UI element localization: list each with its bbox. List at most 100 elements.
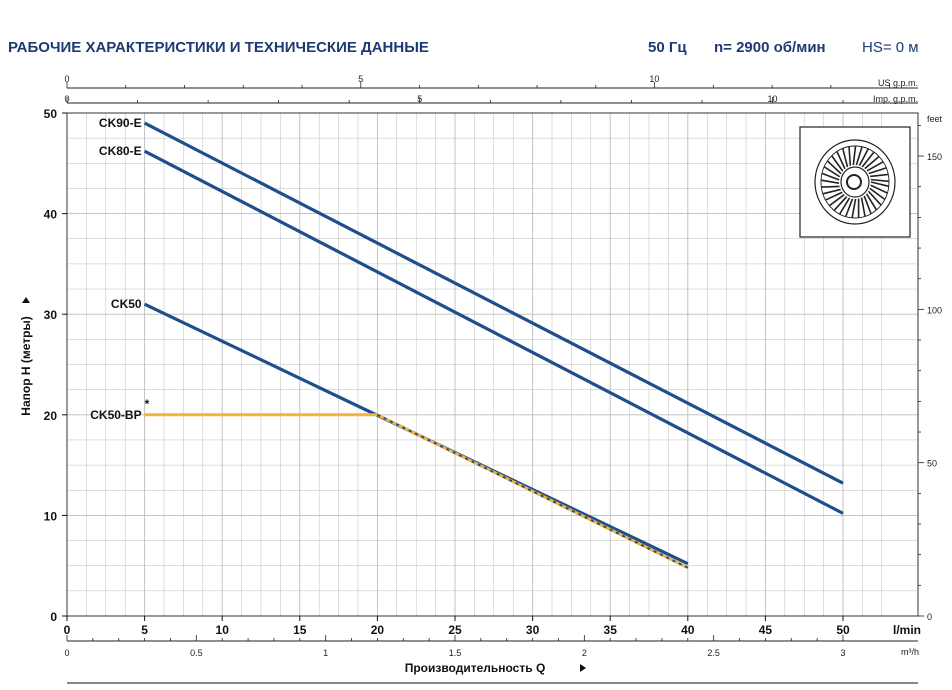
x-axis-arrow-icon xyxy=(580,664,586,672)
x-unit-label: l/min xyxy=(893,623,921,637)
feet-tick-label: 0 xyxy=(927,612,932,622)
y-tick-label: 50 xyxy=(44,107,58,121)
x2-axis-ticks: 0 0.5 1 1.5 2 2.5 3 xyxy=(64,635,918,658)
x-tick-label: 5 xyxy=(141,623,148,637)
impeller-vane xyxy=(870,173,889,178)
series-line-ck80-e xyxy=(143,149,844,515)
x-tick-label: 30 xyxy=(526,623,540,637)
impeller-vane xyxy=(870,184,888,194)
impeller-vane xyxy=(867,190,882,206)
plot-frame xyxy=(66,112,919,617)
impeller-vane xyxy=(825,191,843,201)
impeller-vane xyxy=(869,187,886,201)
x-axis-ticks: 0 5 10 15 20 25 30 35 40 45 50 xyxy=(64,616,850,637)
impeller-vane xyxy=(868,167,887,175)
us-gpm-unit: US g.p.m. xyxy=(878,78,918,88)
x-tick-label: 40 xyxy=(681,623,695,637)
x-tick-label: 35 xyxy=(604,623,618,637)
series-line-ck90-e xyxy=(143,121,844,485)
y-tick-label: 10 xyxy=(44,509,58,523)
impeller-vane xyxy=(858,148,869,167)
x-tick-label: 20 xyxy=(371,623,385,637)
impeller-vane xyxy=(828,193,845,207)
impeller-vane xyxy=(826,160,842,175)
x2-tick-label: 0 xyxy=(64,648,69,658)
x2-tick-label: 1.5 xyxy=(449,648,462,658)
impeller-vane xyxy=(860,197,866,217)
grid-minor xyxy=(67,113,918,616)
impeller-eye xyxy=(846,174,862,190)
impeller-inset xyxy=(799,126,911,238)
x2-tick-label: 1 xyxy=(323,648,328,658)
x2-tick-label: 0.5 xyxy=(190,648,203,658)
series-label-ck50-bp: CK50-BP xyxy=(90,408,141,422)
series-label-ck90-e: CK90-E xyxy=(99,116,142,130)
y-axis-ticks: 0 10 20 30 40 50 xyxy=(44,107,67,624)
impeller-vane xyxy=(821,172,840,181)
series-labels: CK90-E CK80-E CK50 CK50-BP * xyxy=(90,116,149,422)
impeller-vane xyxy=(831,155,844,172)
x2-tick-label: 2 xyxy=(582,648,587,658)
impeller-vane xyxy=(836,151,846,170)
page-title: РАБОЧИЕ ХАРАКТЕРИСТИКИ И ТЕХНИЧЕСКИЕ ДАН… xyxy=(8,39,429,56)
y-axis-arrow-icon xyxy=(22,297,30,303)
y-tick-label: 30 xyxy=(44,308,58,322)
impeller-vane xyxy=(855,146,863,166)
imp-gpm-tick-label: 5 xyxy=(417,94,422,104)
y-tick-label: 20 xyxy=(44,409,58,423)
top-axes: 0 5 10 0 5 10 xyxy=(64,74,918,104)
impeller-vane xyxy=(823,166,841,178)
suction-height-label: HS= 0 м xyxy=(862,39,919,56)
impeller-vane xyxy=(866,161,884,172)
y-axis-title: Напор Н (метры) xyxy=(19,316,33,415)
x-tick-label: 25 xyxy=(448,623,462,637)
impeller-vane xyxy=(833,196,848,211)
series-label-ck50: CK50 xyxy=(111,297,142,311)
x2-tick-label: 3 xyxy=(840,648,845,658)
impeller-vane xyxy=(822,188,841,195)
impeller-vane xyxy=(821,185,840,188)
imp-gpm-unit: Imp. g.p.m. xyxy=(873,94,918,104)
series-group xyxy=(143,121,844,570)
x2-tick-label: 2.5 xyxy=(707,648,720,658)
feet-unit: feet xyxy=(927,114,943,124)
feet-axis: 0 50 100 150 xyxy=(918,124,942,622)
impeller-vane xyxy=(861,151,875,168)
series-line-ck50-bp-dash xyxy=(376,413,689,569)
impeller-vane xyxy=(851,198,857,219)
feet-tick-label: 100 xyxy=(927,305,942,315)
feet-tick-label: 150 xyxy=(927,152,942,162)
impeller-vane xyxy=(838,197,851,215)
impeller-vane xyxy=(870,178,890,183)
impeller-vane xyxy=(848,146,852,166)
impeller-vane xyxy=(865,193,878,211)
impeller-vane xyxy=(863,195,872,215)
y-tick-label: 0 xyxy=(50,610,57,624)
impeller-vane xyxy=(844,198,854,217)
impeller-hub xyxy=(840,166,870,198)
x-tick-label: 50 xyxy=(836,623,850,637)
x-tick-label: 45 xyxy=(759,623,773,637)
x-tick-label: 15 xyxy=(293,623,307,637)
imp-gpm-tick-label: 0 xyxy=(64,94,69,104)
frequency-label: 50 Гц xyxy=(648,39,687,56)
imp-gpm-tick-label: 10 xyxy=(768,94,778,104)
impeller-vane xyxy=(870,181,889,188)
impeller-vane xyxy=(852,145,857,166)
impeller-vane xyxy=(820,179,840,184)
x-tick-label: 0 xyxy=(64,623,71,637)
x-axis-title: Производительность Q xyxy=(405,661,546,675)
series-marker-asterisk: * xyxy=(145,397,150,411)
impeller-rim xyxy=(814,139,896,225)
us-gpm-tick-label: 0 xyxy=(64,74,69,84)
speed-label: n= 2900 об/мин xyxy=(714,39,826,56)
x2-unit-label: m³/h xyxy=(901,647,919,657)
us-gpm-tick-label: 5 xyxy=(358,74,363,84)
impeller-vane xyxy=(841,148,849,168)
feet-tick-label: 50 xyxy=(927,459,937,469)
x-tick-label: 10 xyxy=(216,623,230,637)
us-gpm-tick-label: 10 xyxy=(649,74,659,84)
impeller-icon xyxy=(814,139,896,225)
series-label-ck80-e: CK80-E xyxy=(99,144,142,158)
